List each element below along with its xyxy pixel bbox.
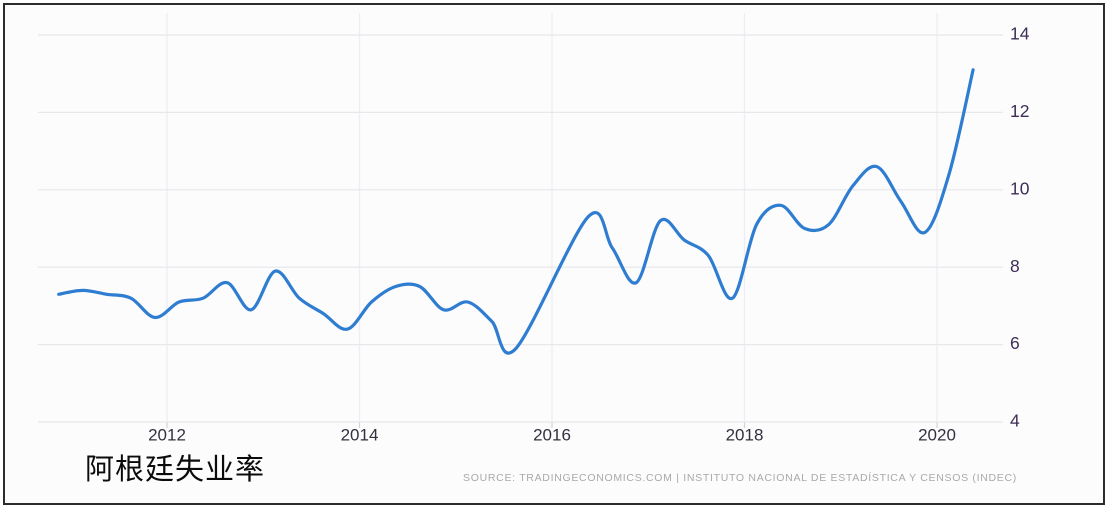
x-tick-label: 2020 [918, 425, 956, 444]
y-tick-label: 14 [1010, 24, 1030, 44]
y-tick-label: 8 [1010, 256, 1020, 276]
x-tick-label: 2014 [341, 425, 379, 444]
source-attribution: SOURCE: TRADINGECONOMICS.COM | INSTITUTO… [463, 472, 1017, 484]
unemployment-rate-series-line [57, 68, 975, 355]
y-tick-label: 12 [1010, 101, 1029, 121]
chart-title: 阿根廷失业率 [85, 454, 266, 486]
unemployment-line-chart: 2012 2014 2016 2018 2020 4 6 8 10 12 14 [38, 13, 1030, 444]
x-tick-label: 2016 [533, 425, 571, 444]
y-tick-label: 4 [1010, 411, 1020, 431]
y-tick-label: 10 [1010, 178, 1030, 198]
x-tick-label: 2018 [726, 425, 764, 444]
x-tick-label: 2012 [148, 425, 186, 444]
chart-frame: 2012 2014 2016 2018 2020 4 6 8 10 12 14 阿根廷失业率 SOU… [3, 3, 1105, 505]
y-tick-label: 6 [1010, 333, 1020, 353]
